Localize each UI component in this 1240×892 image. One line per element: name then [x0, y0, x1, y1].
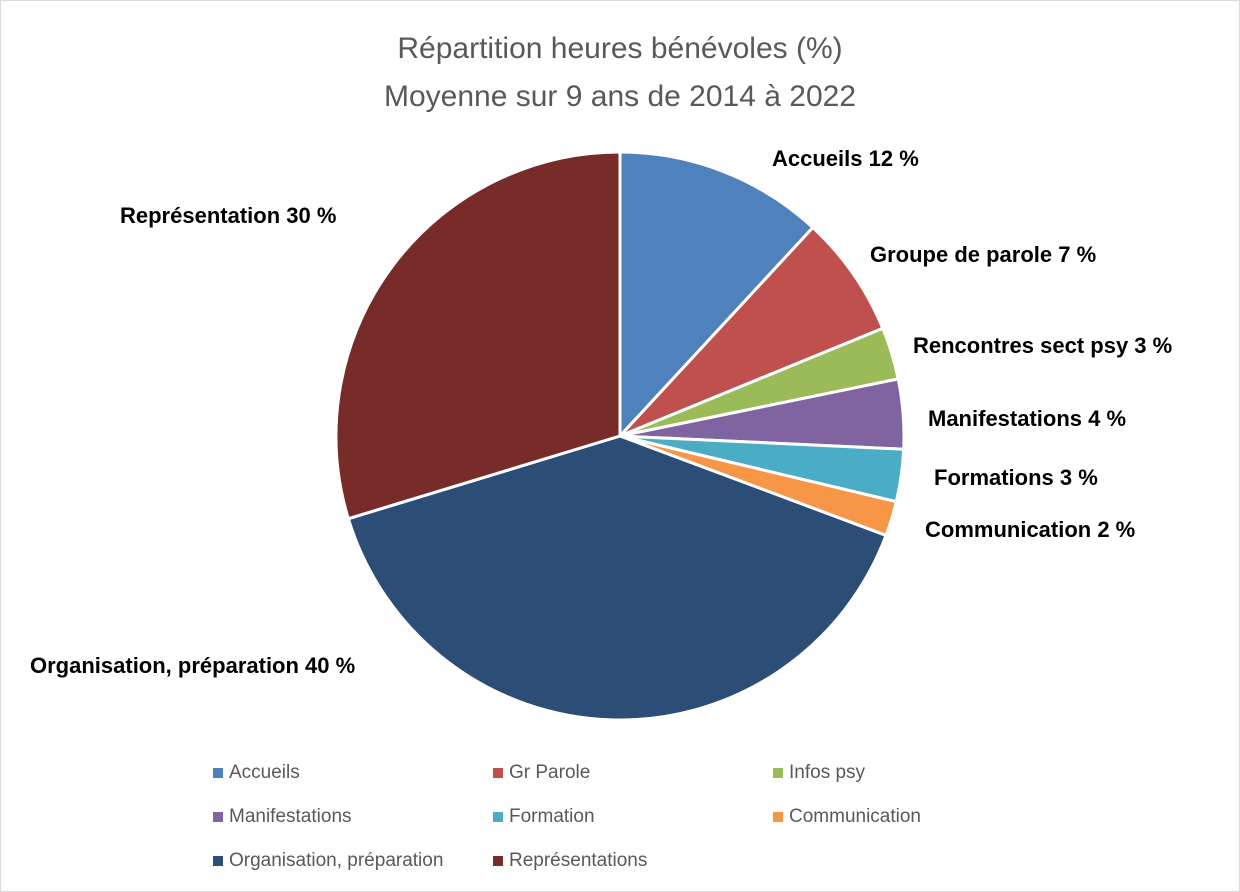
pie-slice — [618, 150, 815, 440]
legend-label: Formation — [509, 806, 595, 827]
legend-label: Représentations — [509, 850, 647, 871]
legend-swatch — [493, 856, 503, 866]
legend-swatch — [213, 812, 223, 822]
chart-title: Répartition heures bénévoles (%) — [397, 32, 842, 65]
legend-swatch — [493, 768, 503, 778]
pie-slice — [334, 150, 622, 521]
chart-subtitle: Moyenne sur 9 ans de 2014 à 2022 — [384, 80, 856, 113]
data-label: Groupe de parole 7 % — [870, 242, 1096, 267]
data-label: Rencontres sect psy 3 % — [913, 333, 1172, 358]
data-label: Accueils 12 % — [772, 146, 919, 171]
data-label: Organisation, préparation 40 % — [30, 653, 355, 678]
pie-slice — [618, 225, 885, 438]
data-label: Manifestations 4 % — [928, 406, 1126, 431]
data-label: Représentation 30 % — [120, 203, 336, 228]
legend-swatch — [213, 768, 223, 778]
legend-swatch — [773, 812, 783, 822]
legend-label: Communication — [789, 806, 921, 827]
data-label: Communication 2 % — [925, 517, 1135, 542]
pie-slice — [346, 434, 888, 722]
legend-swatch — [493, 812, 503, 822]
legend-label: Manifestations — [229, 806, 352, 827]
legend-label: Infos psy — [789, 762, 866, 783]
legend-label: Gr Parole — [509, 762, 590, 783]
legend-swatch — [213, 856, 223, 866]
legend-swatch — [773, 768, 783, 778]
legend-label: Accueils — [229, 762, 300, 783]
data-label: Formations 3 % — [934, 465, 1098, 490]
legend-label: Organisation, préparation — [229, 850, 443, 871]
